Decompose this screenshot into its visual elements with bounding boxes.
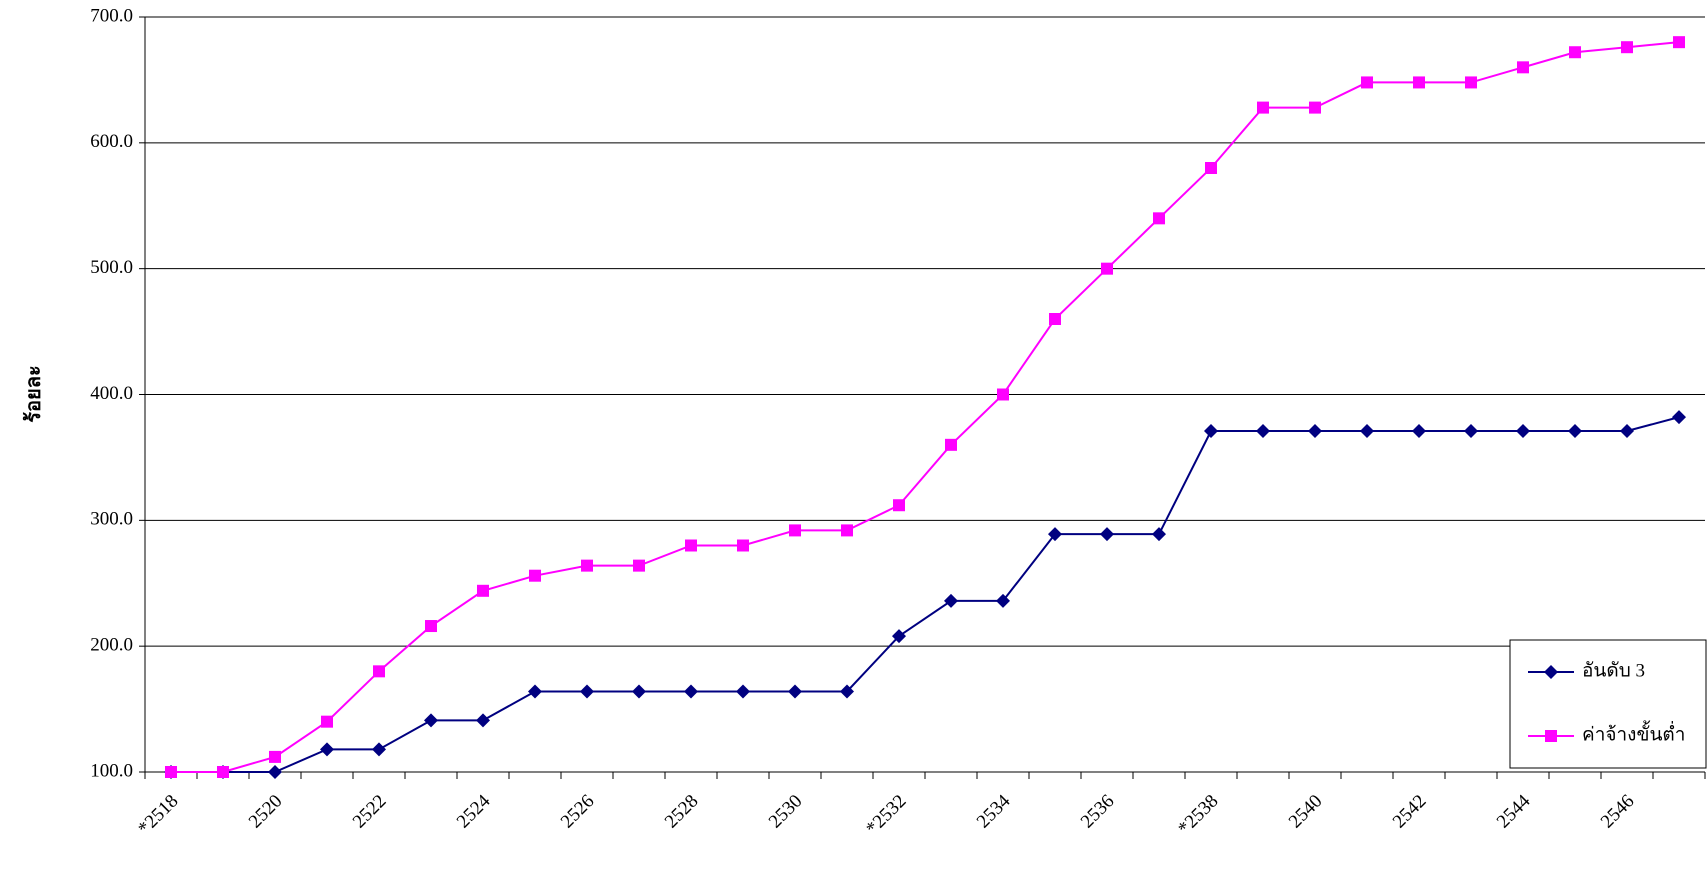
data-point (1412, 424, 1426, 438)
x-tick-label: 2542 (1389, 791, 1431, 833)
data-point (1568, 424, 1582, 438)
legend: อันดับ 3 ค่าจ้างขั้นต่ำ (1510, 640, 1706, 768)
data-point (841, 524, 853, 536)
data-point (580, 684, 594, 698)
x-tick-label: 2546 (1597, 791, 1639, 833)
data-point (1621, 41, 1633, 53)
data-point (528, 684, 542, 698)
data-point (1465, 76, 1477, 88)
data-point (1517, 61, 1529, 73)
data-point (1153, 212, 1165, 224)
x-tick-label: 2522 (349, 791, 391, 833)
data-point (1256, 424, 1270, 438)
data-point (373, 665, 385, 677)
data-point (476, 713, 490, 727)
data-point (268, 765, 282, 779)
data-point (424, 713, 438, 727)
x-tick-label: 2528 (661, 791, 703, 833)
data-point (1360, 424, 1374, 438)
data-point (477, 585, 489, 597)
data-point (1308, 424, 1322, 438)
data-point (165, 766, 177, 778)
data-point (893, 499, 905, 511)
x-tick-label: 2526 (557, 791, 599, 833)
x-tick-label: 2536 (1077, 791, 1119, 833)
data-point (1516, 424, 1530, 438)
y-tick-label: 600.0 (90, 131, 133, 152)
data-point (1152, 527, 1166, 541)
data-point (1620, 424, 1634, 438)
data-point (372, 742, 386, 756)
data-point (1569, 46, 1581, 58)
data-point (321, 716, 333, 728)
data-point (581, 560, 593, 572)
legend-box (1510, 640, 1706, 768)
data-point (945, 439, 957, 451)
data-point (425, 620, 437, 632)
x-tick-label: 2530 (765, 791, 807, 833)
data-point (1257, 102, 1269, 114)
data-point (1100, 527, 1114, 541)
data-point (1101, 263, 1113, 275)
data-point (632, 684, 646, 698)
data-point (1673, 36, 1685, 48)
x-tick-label: *2538 (1174, 791, 1222, 839)
data-point (997, 389, 1009, 401)
y-axis-label: ร้อยละ (22, 365, 45, 422)
x-tick-label: 2544 (1493, 790, 1535, 832)
data-point (269, 751, 281, 763)
data-point (1464, 424, 1478, 438)
x-tick-label: 2524 (453, 790, 495, 832)
y-tick-label: 300.0 (90, 509, 133, 530)
x-tick-label: 2520 (245, 791, 287, 833)
chart: ร้อยละ 100.0 200.0 300.0 400.0 500.0 600.0 700… (0, 0, 1708, 874)
legend-marker (1545, 730, 1557, 742)
series-line (171, 42, 1679, 772)
data-point (1309, 102, 1321, 114)
data-point (788, 684, 802, 698)
legend-label: อันดับ 3 (1582, 660, 1645, 681)
series-line (171, 417, 1679, 772)
x-tick-label: 2534 (973, 790, 1015, 832)
data-point (1413, 76, 1425, 88)
data-point (685, 540, 697, 552)
data-point (529, 570, 541, 582)
data-point (633, 560, 645, 572)
data-point (737, 540, 749, 552)
data-point (1049, 313, 1061, 325)
x-tick-label: *2518 (134, 791, 182, 839)
y-tick-label: 200.0 (90, 635, 133, 656)
data-point (944, 594, 958, 608)
data-point (684, 684, 698, 698)
data-point (789, 524, 801, 536)
legend-label: ค่าจ้างขั้นต่ำ (1582, 720, 1685, 745)
y-tick-label: 400.0 (90, 383, 133, 404)
x-tick-label: *2532 (862, 791, 910, 839)
data-point (1204, 424, 1218, 438)
y-tick-label: 500.0 (90, 257, 133, 278)
x-tick-label: 2540 (1285, 791, 1327, 833)
data-point (1205, 162, 1217, 174)
data-point (217, 766, 229, 778)
data-point (736, 684, 750, 698)
data-point (1672, 410, 1686, 424)
y-tick-label: 700.0 (90, 5, 133, 26)
y-tick-label: 100.0 (90, 760, 133, 781)
data-point (320, 742, 334, 756)
data-point (1361, 76, 1373, 88)
